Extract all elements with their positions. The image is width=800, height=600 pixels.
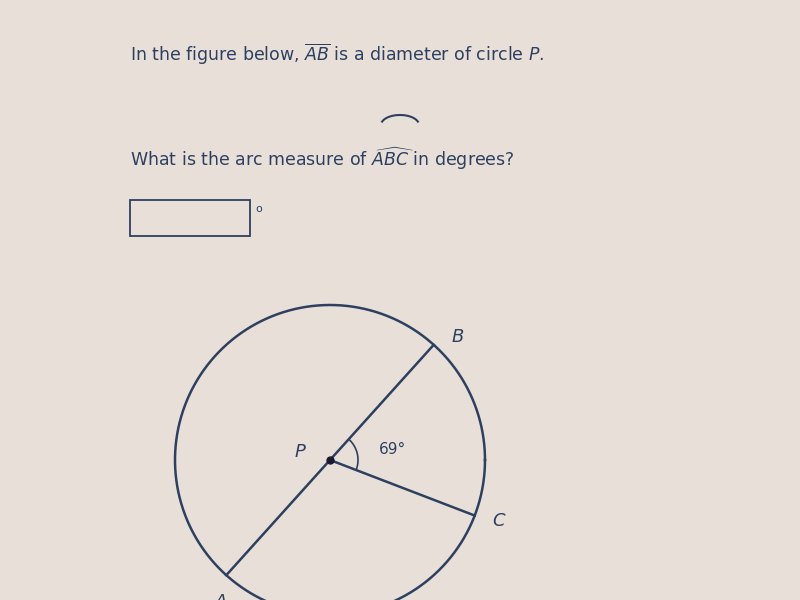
- Text: A: A: [215, 593, 227, 600]
- FancyBboxPatch shape: [130, 200, 250, 236]
- Text: 69°: 69°: [378, 442, 406, 457]
- Text: B: B: [452, 328, 464, 346]
- Text: What is the arc measure of $\widehat{ABC}$ in degrees?: What is the arc measure of $\widehat{ABC…: [130, 145, 514, 172]
- Text: In the figure below, $\overline{AB}$ is a diameter of circle $P$.: In the figure below, $\overline{AB}$ is …: [130, 42, 544, 67]
- Text: o: o: [255, 204, 262, 214]
- Text: P: P: [294, 443, 306, 461]
- Text: C: C: [493, 512, 506, 530]
